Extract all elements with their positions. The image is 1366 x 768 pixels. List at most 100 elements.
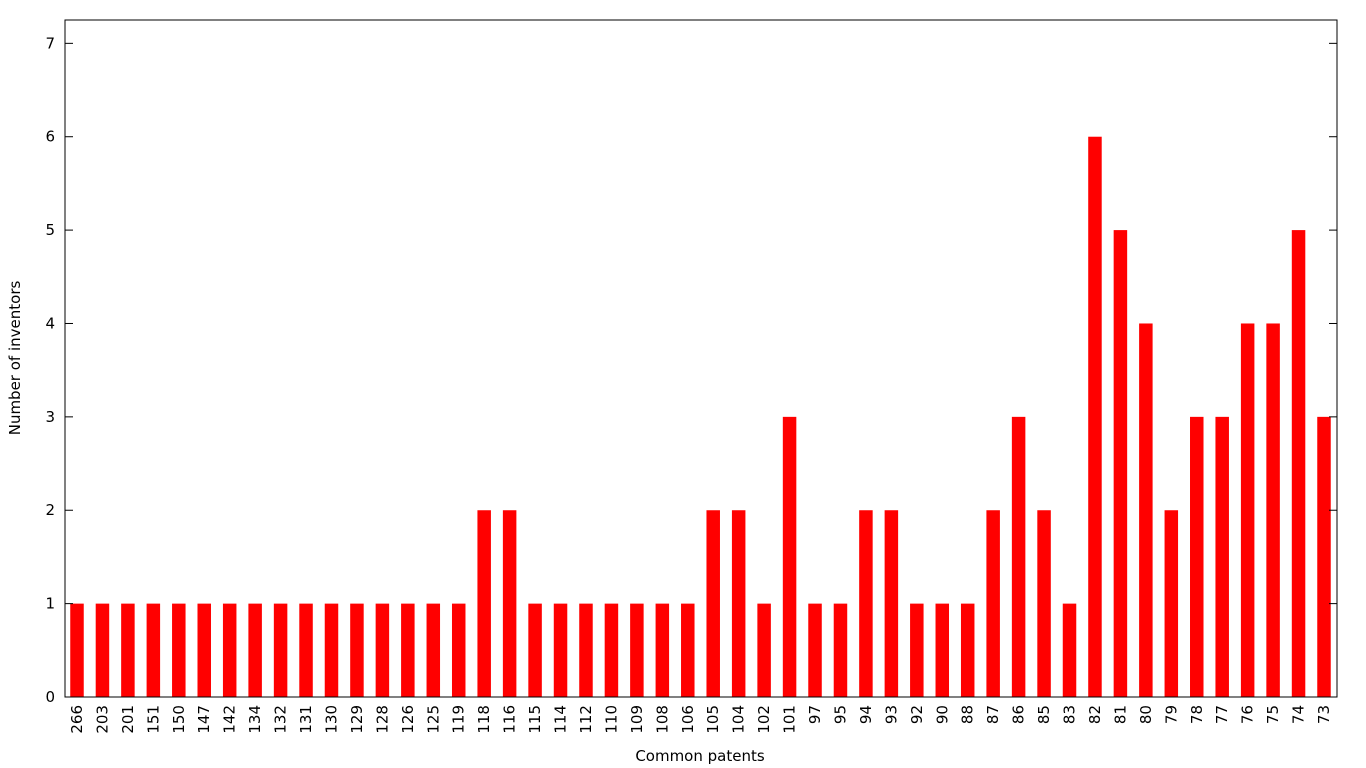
y-tick-label: 5	[45, 221, 55, 239]
x-tick-label: 116	[501, 705, 519, 734]
y-tick-label: 0	[45, 688, 55, 706]
x-tick-label: 81	[1111, 705, 1129, 724]
bar-78	[1190, 417, 1204, 697]
bar-73	[1317, 417, 1331, 697]
bar-151	[147, 604, 161, 697]
x-tick-label: 147	[195, 705, 213, 734]
bars-layer	[70, 137, 1331, 697]
x-tick-label: 101	[781, 705, 799, 734]
x-tick-label: 112	[577, 705, 595, 734]
bar-129	[350, 604, 364, 697]
bar-134	[248, 604, 262, 697]
x-tick-label: 203	[93, 705, 111, 734]
bar-131	[299, 604, 313, 697]
bar-95	[834, 604, 848, 697]
bar-79	[1165, 510, 1179, 697]
bar-85	[1037, 510, 1051, 697]
x-tick-label: 77	[1213, 705, 1231, 724]
x-tick-label: 109	[628, 705, 646, 734]
bar-147	[197, 604, 211, 697]
bar-201	[121, 604, 134, 697]
x-tick-label: 97	[806, 705, 824, 724]
x-tick-label: 82	[1086, 705, 1104, 724]
bar-116	[503, 510, 517, 697]
x-tick-label: 142	[221, 705, 239, 734]
bar-75	[1266, 323, 1280, 697]
x-tick-label: 90	[933, 705, 951, 724]
x-tick-label: 128	[373, 705, 391, 734]
bar-118	[477, 510, 491, 697]
x-tick-label: 110	[602, 705, 620, 734]
x-tick-label: 125	[424, 705, 442, 734]
x-tick-label: 134	[246, 705, 264, 734]
bar-77	[1215, 417, 1229, 697]
x-tick-label: 86	[1010, 705, 1028, 724]
bar-150	[172, 604, 186, 697]
x-tick-label: 93	[882, 705, 900, 724]
y-tick-label: 6	[45, 128, 55, 146]
x-tick-label: 119	[450, 705, 468, 734]
x-tick-label: 102	[755, 705, 773, 734]
bar-119	[452, 604, 466, 697]
bar-142	[223, 604, 237, 697]
y-tick-label: 4	[45, 314, 55, 332]
bar-109	[630, 604, 644, 697]
x-tick-label: 106	[679, 705, 697, 734]
x-tick-label: 76	[1239, 705, 1257, 724]
x-axis-label: Common patents	[635, 747, 765, 765]
y-tick-labels: 0 1 2 3 4 5 6 7	[45, 34, 55, 706]
x-tick-label: 126	[399, 705, 417, 734]
bar-106	[681, 604, 695, 697]
bar-80	[1139, 323, 1153, 697]
bar-128	[376, 604, 390, 697]
y-tick-label: 3	[45, 408, 55, 426]
x-tick-label: 201	[119, 705, 137, 734]
x-tick-label: 88	[959, 705, 977, 724]
x-tick-label: 132	[272, 705, 290, 734]
x-tick-label: 129	[348, 705, 366, 734]
x-tick-labels: 2662032011511501471421341321311301291281…	[68, 705, 1333, 734]
bar-82	[1088, 137, 1102, 697]
bar-86	[1012, 417, 1026, 697]
bar-88	[961, 604, 975, 697]
bar-94	[859, 510, 873, 697]
x-tick-label: 94	[857, 705, 875, 724]
bar-266	[70, 604, 84, 697]
x-tick-label: 151	[144, 705, 162, 734]
x-tick-label: 85	[1035, 705, 1053, 724]
bar-114	[554, 604, 568, 697]
x-tick-label: 108	[653, 705, 671, 734]
x-tick-label: 115	[526, 705, 544, 734]
x-tick-label: 74	[1290, 705, 1308, 724]
bar-102	[757, 604, 771, 697]
bar-81	[1114, 230, 1128, 697]
x-tick-label: 83	[1061, 705, 1079, 724]
y-tick-label: 1	[45, 595, 55, 613]
x-tick-label: 87	[984, 705, 1002, 724]
bar-115	[528, 604, 542, 697]
bar-97	[808, 604, 822, 697]
x-tick-label: 75	[1264, 705, 1282, 724]
bar-105	[706, 510, 720, 697]
x-tick-label: 79	[1162, 705, 1180, 724]
bar-74	[1292, 230, 1306, 697]
bar-87	[986, 510, 1000, 697]
bar-76	[1241, 323, 1255, 697]
x-tick-label: 130	[322, 705, 340, 734]
bar-104	[732, 510, 746, 697]
bar-126	[401, 604, 415, 697]
x-tick-label: 114	[552, 705, 570, 734]
x-tick-label: 104	[730, 705, 748, 734]
y-tick-label: 2	[45, 501, 55, 519]
bar-203	[96, 604, 110, 697]
x-tick-label: 92	[908, 705, 926, 724]
x-tick-label: 95	[831, 705, 849, 724]
x-tick-label: 118	[475, 705, 493, 734]
bar-110	[605, 604, 619, 697]
y-tick-label: 7	[45, 34, 55, 52]
x-tick-label: 131	[297, 705, 315, 734]
bar-132	[274, 604, 288, 697]
bar-101	[783, 417, 797, 697]
